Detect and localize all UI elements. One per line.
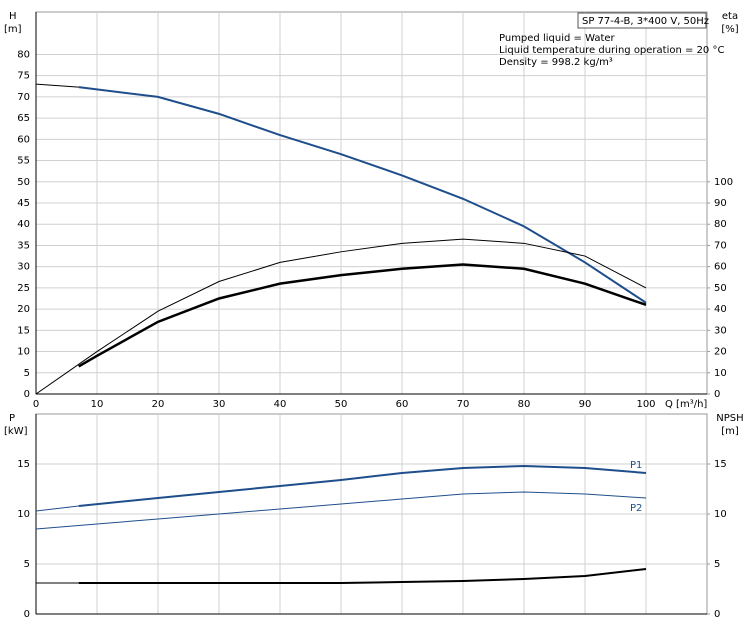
y-tick-label: 65 bbox=[17, 113, 30, 124]
y-tick-label: 70 bbox=[17, 92, 30, 103]
y-axis-title: H bbox=[9, 11, 17, 22]
curve bbox=[78, 568, 647, 584]
y-tick-label: 45 bbox=[17, 198, 30, 209]
curve bbox=[78, 464, 647, 507]
y2-tick-label: 10 bbox=[714, 509, 727, 520]
y2-axis-title: [m] bbox=[721, 426, 739, 437]
y-tick-label: 80 bbox=[17, 49, 30, 60]
y-tick-label: 0 bbox=[24, 609, 30, 620]
series-label: P2 bbox=[630, 503, 642, 514]
y-tick-label: 75 bbox=[17, 71, 30, 82]
y-tick-label: 10 bbox=[17, 347, 30, 358]
y2-axis-title: [%] bbox=[721, 24, 738, 35]
x-axis-title: Q [m³/h] bbox=[665, 399, 707, 410]
y2-tick-label: 20 bbox=[714, 347, 727, 358]
x-tick-label: 50 bbox=[335, 399, 348, 410]
y2-tick-label: 100 bbox=[714, 177, 733, 188]
curve bbox=[78, 263, 647, 368]
y-tick-label: 35 bbox=[17, 240, 30, 251]
y-axis-title: [kW] bbox=[4, 426, 28, 437]
y-axis-title: [m] bbox=[4, 24, 22, 35]
y-tick-label: 15 bbox=[17, 325, 30, 336]
x-tick-label: 70 bbox=[457, 399, 470, 410]
note: Pumped liquid = Water bbox=[499, 33, 616, 44]
y-tick-label: 10 bbox=[17, 509, 30, 520]
note: Density = 998.2 kg/m³ bbox=[499, 57, 613, 68]
series-label: P1 bbox=[630, 460, 642, 471]
y2-tick-label: 60 bbox=[714, 262, 727, 273]
x-tick-label: 40 bbox=[274, 399, 287, 410]
y-tick-label: 30 bbox=[17, 262, 30, 273]
y-tick-label: 55 bbox=[17, 156, 30, 167]
y2-tick-label: 70 bbox=[714, 240, 727, 251]
y-tick-label: 50 bbox=[17, 177, 30, 188]
x-tick-label: 30 bbox=[213, 399, 226, 410]
y-tick-label: 0 bbox=[24, 389, 30, 400]
y2-tick-label: 15 bbox=[714, 459, 727, 470]
y2-tick-label: 0 bbox=[714, 389, 720, 400]
info-box bbox=[577, 12, 707, 29]
y2-tick-label: 0 bbox=[714, 609, 720, 620]
y2-tick-label: 30 bbox=[714, 325, 727, 336]
x-tick-label: 10 bbox=[91, 399, 104, 410]
curve bbox=[35, 491, 647, 530]
y-tick-label: 5 bbox=[24, 368, 30, 379]
y2-tick-label: 50 bbox=[714, 283, 727, 294]
y2-tick-label: 80 bbox=[714, 219, 727, 230]
x-tick-label: 60 bbox=[396, 399, 409, 410]
curve bbox=[78, 86, 647, 304]
y2-axis-title: eta bbox=[722, 11, 738, 22]
y-tick-label: 20 bbox=[17, 304, 30, 315]
y-tick-label: 15 bbox=[17, 459, 30, 470]
curve bbox=[35, 238, 647, 395]
y-tick-label: 5 bbox=[24, 559, 30, 570]
x-tick-label: 100 bbox=[636, 399, 655, 410]
x-tick-label: 80 bbox=[518, 399, 531, 410]
y2-tick-label: 5 bbox=[714, 559, 720, 570]
y-axis-title: P bbox=[9, 413, 15, 424]
x-tick-label: 0 bbox=[33, 399, 39, 410]
note: Liquid temperature during operation = 20… bbox=[499, 45, 724, 56]
info-box-text: SP 77-4-B, 3*400 V, 50Hz bbox=[582, 16, 709, 27]
x-tick-label: 20 bbox=[152, 399, 165, 410]
y2-tick-label: 90 bbox=[714, 198, 727, 209]
x-tick-label: 90 bbox=[579, 399, 592, 410]
y-tick-label: 25 bbox=[17, 283, 30, 294]
y-tick-label: 40 bbox=[17, 219, 30, 230]
curve bbox=[35, 83, 79, 88]
y2-tick-label: 10 bbox=[714, 368, 727, 379]
curve bbox=[35, 505, 79, 512]
y-tick-label: 60 bbox=[17, 134, 30, 145]
y2-axis-title: NPSH bbox=[716, 413, 743, 424]
y2-tick-label: 40 bbox=[714, 304, 727, 315]
